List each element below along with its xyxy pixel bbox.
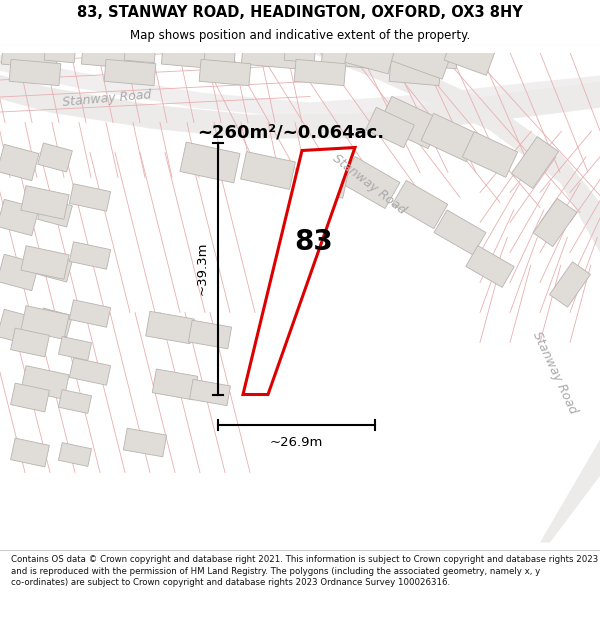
Polygon shape bbox=[70, 242, 110, 269]
Polygon shape bbox=[533, 198, 577, 247]
Polygon shape bbox=[466, 246, 514, 288]
Polygon shape bbox=[58, 337, 92, 361]
Polygon shape bbox=[284, 42, 316, 62]
Polygon shape bbox=[0, 309, 39, 346]
Polygon shape bbox=[152, 369, 198, 400]
Polygon shape bbox=[444, 34, 496, 76]
Polygon shape bbox=[241, 36, 299, 69]
Polygon shape bbox=[38, 253, 73, 282]
Polygon shape bbox=[180, 142, 240, 183]
Text: 83: 83 bbox=[295, 228, 334, 256]
Polygon shape bbox=[0, 52, 600, 119]
Polygon shape bbox=[124, 428, 167, 457]
Polygon shape bbox=[38, 308, 73, 337]
Polygon shape bbox=[104, 59, 156, 86]
Text: ~260m²/~0.064ac.: ~260m²/~0.064ac. bbox=[197, 124, 384, 141]
Polygon shape bbox=[44, 42, 76, 62]
Polygon shape bbox=[70, 184, 110, 211]
Polygon shape bbox=[0, 199, 39, 236]
Polygon shape bbox=[434, 210, 486, 255]
Polygon shape bbox=[1, 36, 59, 69]
Text: Stanway Road: Stanway Road bbox=[62, 88, 152, 109]
Polygon shape bbox=[70, 357, 110, 385]
Polygon shape bbox=[0, 144, 39, 181]
Text: ~39.3m: ~39.3m bbox=[196, 242, 209, 295]
Polygon shape bbox=[58, 442, 92, 466]
Polygon shape bbox=[241, 152, 295, 189]
Text: Contains OS data © Crown copyright and database right 2021. This information is : Contains OS data © Crown copyright and d… bbox=[11, 555, 598, 587]
Polygon shape bbox=[11, 328, 49, 357]
Polygon shape bbox=[9, 59, 61, 86]
Polygon shape bbox=[0, 254, 39, 291]
Polygon shape bbox=[124, 42, 156, 62]
Polygon shape bbox=[199, 59, 251, 86]
Polygon shape bbox=[146, 311, 194, 344]
Polygon shape bbox=[58, 389, 92, 413]
Polygon shape bbox=[204, 42, 236, 62]
Text: Map shows position and indicative extent of the property.: Map shows position and indicative extent… bbox=[130, 29, 470, 42]
Text: 83, STANWAY ROAD, HEADINGTON, OXFORD, OX3 8HY: 83, STANWAY ROAD, HEADINGTON, OXFORD, OX… bbox=[77, 5, 523, 20]
Polygon shape bbox=[243, 148, 355, 394]
Polygon shape bbox=[310, 52, 600, 302]
Polygon shape bbox=[21, 366, 69, 399]
Polygon shape bbox=[188, 320, 232, 349]
Polygon shape bbox=[344, 35, 395, 74]
Text: ~26.9m: ~26.9m bbox=[270, 436, 323, 449]
Polygon shape bbox=[11, 383, 49, 412]
Polygon shape bbox=[421, 113, 479, 162]
Polygon shape bbox=[21, 306, 69, 339]
Text: Stanway Road: Stanway Road bbox=[530, 329, 580, 416]
Polygon shape bbox=[389, 59, 441, 86]
Polygon shape bbox=[38, 198, 73, 227]
Polygon shape bbox=[21, 246, 69, 279]
Polygon shape bbox=[296, 162, 348, 198]
Polygon shape bbox=[365, 107, 415, 148]
Polygon shape bbox=[190, 379, 230, 406]
Polygon shape bbox=[82, 36, 139, 69]
Polygon shape bbox=[21, 186, 69, 219]
Polygon shape bbox=[340, 156, 400, 209]
Polygon shape bbox=[364, 42, 396, 62]
Polygon shape bbox=[38, 143, 73, 172]
Polygon shape bbox=[0, 72, 600, 139]
Polygon shape bbox=[70, 300, 110, 328]
Polygon shape bbox=[490, 422, 600, 542]
Polygon shape bbox=[550, 262, 590, 308]
Polygon shape bbox=[401, 36, 458, 69]
Polygon shape bbox=[444, 42, 476, 62]
Polygon shape bbox=[11, 438, 49, 467]
Polygon shape bbox=[322, 36, 379, 69]
Polygon shape bbox=[386, 26, 454, 79]
Polygon shape bbox=[379, 96, 442, 149]
Polygon shape bbox=[511, 137, 559, 188]
Polygon shape bbox=[161, 36, 218, 69]
Polygon shape bbox=[463, 132, 518, 178]
Text: Stanway Road: Stanway Road bbox=[330, 152, 409, 217]
Polygon shape bbox=[392, 181, 448, 229]
Polygon shape bbox=[294, 59, 346, 86]
